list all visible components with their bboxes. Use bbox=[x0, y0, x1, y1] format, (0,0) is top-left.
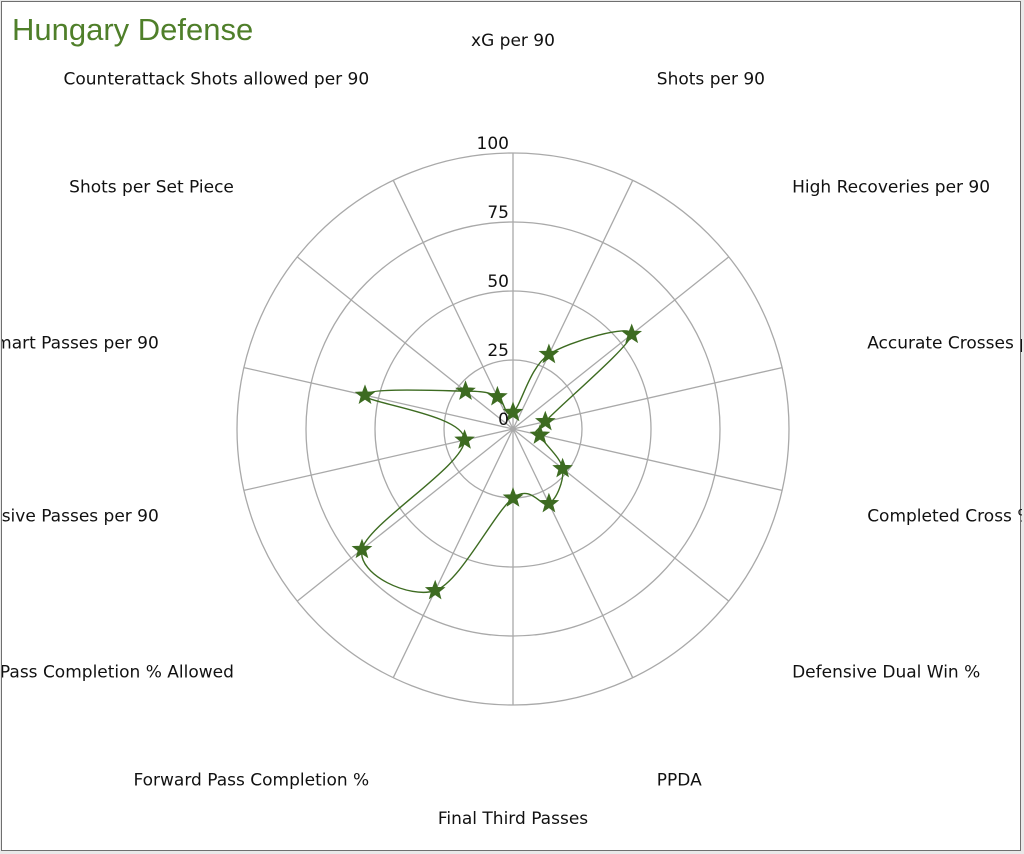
axis-label: Shots per Set Piece bbox=[69, 178, 234, 198]
axis-spoke bbox=[296, 256, 514, 430]
data-point-star bbox=[538, 492, 560, 513]
axis-spoke bbox=[392, 180, 514, 430]
data-point-star bbox=[502, 401, 524, 422]
data-point-star bbox=[487, 385, 508, 406]
axis-spoke bbox=[512, 428, 730, 602]
axis-labels: xG per 90 Shots per 90 High Recoveries per… bbox=[2, 31, 1022, 829]
radial-tick-label: 0 bbox=[498, 410, 509, 430]
data-point-star bbox=[534, 410, 556, 431]
axis-spoke bbox=[296, 428, 514, 602]
radar-series bbox=[351, 323, 643, 600]
axis-label: Final Third Passes bbox=[438, 809, 588, 829]
axis-spoke bbox=[392, 428, 514, 678]
axis-label: Defensive Dual Win % bbox=[792, 663, 980, 683]
axis-label: High Recoveries per 90 bbox=[792, 178, 990, 198]
data-point-star bbox=[455, 380, 476, 400]
axis-label: Counterattack Shots allowed per 90 bbox=[64, 70, 370, 90]
axis-label: PPDA bbox=[657, 771, 702, 791]
data-point-star bbox=[354, 384, 376, 404]
axis-label: Completed Cross % Allowed bbox=[867, 507, 1022, 527]
axis-label: Long Pass Completion % Allowed bbox=[2, 663, 234, 683]
radial-tick-labels: 0 25 50 75 100 bbox=[477, 134, 509, 430]
axis-label: Accurate Crosses per 90 bbox=[867, 333, 1022, 353]
axis-spoke bbox=[243, 366, 514, 430]
chart-title: Hungary Defense bbox=[12, 12, 254, 47]
axis-label: Shots per 90 bbox=[657, 70, 765, 90]
series-line bbox=[361, 330, 633, 593]
data-point-star bbox=[552, 457, 573, 478]
axis-label: Forward Pass Completion % bbox=[133, 771, 369, 791]
radial-tick-label: 25 bbox=[487, 341, 509, 361]
data-point-star bbox=[538, 343, 560, 364]
radial-tick-label: 75 bbox=[487, 203, 509, 223]
data-point-star bbox=[621, 323, 643, 344]
axis-label: Smart Passes per 90 bbox=[2, 333, 159, 353]
data-point-star bbox=[351, 538, 373, 559]
data-point-star bbox=[529, 424, 551, 444]
axis-label: xG per 90 bbox=[471, 31, 555, 51]
radial-tick-label: 100 bbox=[477, 134, 509, 154]
data-point-star bbox=[454, 429, 475, 449]
data-point-star bbox=[424, 579, 446, 600]
axis-spoke bbox=[512, 428, 634, 678]
axis-spoke bbox=[512, 256, 730, 430]
axis-spoke bbox=[512, 180, 634, 430]
axis-label: Progressive Passes per 90 bbox=[2, 507, 159, 527]
axis-spoke bbox=[512, 428, 783, 492]
radar-spokes bbox=[243, 153, 783, 705]
data-point-star bbox=[502, 487, 524, 507]
axis-spoke bbox=[512, 366, 783, 430]
radial-tick-label: 50 bbox=[487, 272, 509, 292]
